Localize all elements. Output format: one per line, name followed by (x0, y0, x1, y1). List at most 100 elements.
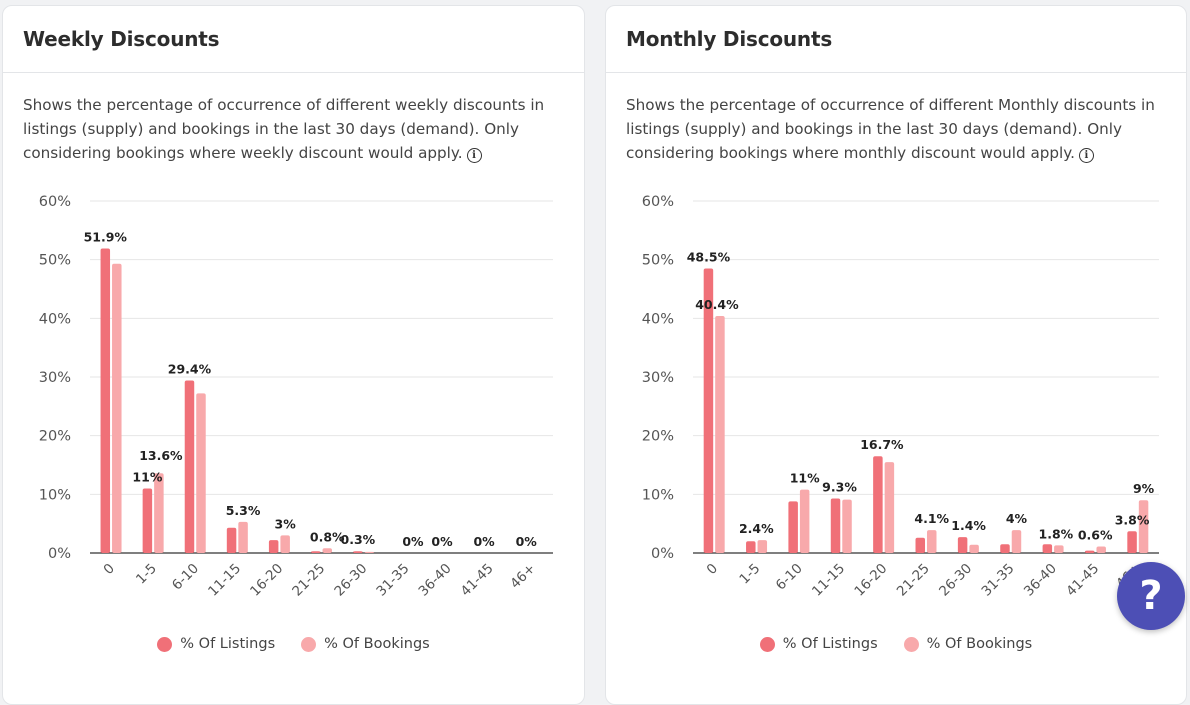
data-label: 51.9% (84, 230, 128, 245)
data-label: 4.1% (914, 511, 949, 526)
bar-listings[interactable] (788, 501, 798, 553)
bar-listings[interactable] (1127, 531, 1137, 553)
x-tick-label: 1-5 (133, 561, 160, 588)
bar-listings[interactable] (830, 498, 841, 553)
x-tick-label: 36-40 (1021, 561, 1060, 600)
bar-bookings[interactable] (884, 462, 895, 553)
bar-listings[interactable] (915, 537, 926, 553)
bar-listings[interactable] (746, 541, 756, 553)
bar-bookings[interactable] (280, 535, 290, 553)
weekly-title: Weekly Discounts (23, 27, 220, 51)
help-button[interactable]: ? (1117, 562, 1185, 630)
bar-bookings[interactable] (154, 473, 164, 553)
x-tick-label: 26-30 (936, 561, 975, 600)
bar-listings[interactable] (1000, 544, 1010, 553)
legend-label-listings: % Of Listings (180, 636, 276, 652)
data-label: 13.6% (139, 448, 183, 463)
bar-listings[interactable] (311, 551, 321, 553)
monthly-card-header: Monthly Discounts (606, 6, 1186, 73)
weekly-legend: % Of Listings % Of Bookings (3, 636, 584, 652)
y-tick-label: 30% (642, 370, 674, 386)
bar-bookings[interactable] (715, 315, 725, 553)
monthly-bar-chart: 0% 10% 20% 30% 40% 50% 60% 0 1-5 6-10 11-15 16-20 21… (642, 194, 1159, 600)
x-tick-label: 0 (704, 561, 721, 578)
x-tick-label: 16-20 (247, 561, 286, 600)
bar-listings[interactable] (100, 248, 111, 553)
weekly-discounts-card: Weekly Discounts Shows the percentage of… (2, 5, 585, 705)
x-tick-label: 31-35 (373, 561, 412, 600)
data-label: 11% (790, 471, 820, 486)
y-tick-label: 40% (642, 311, 674, 327)
data-label: 29.4% (168, 362, 212, 377)
data-label: 16.7% (860, 437, 904, 452)
data-label: 11% (132, 469, 162, 484)
data-label: 48.5% (687, 249, 731, 264)
x-tick-label: 36-40 (416, 561, 455, 600)
legend-label-listings: % Of Listings (782, 636, 878, 652)
monthly-title: Monthly Discounts (626, 27, 833, 51)
data-label: 0.8% (310, 529, 345, 544)
data-label: 3.8% (1115, 512, 1150, 527)
info-icon[interactable]: i (1078, 148, 1094, 163)
data-label: 5.3% (226, 503, 261, 518)
x-tick-label: 6-10 (773, 561, 806, 594)
bar-bookings[interactable] (364, 551, 375, 553)
data-label: 9.3% (822, 479, 857, 494)
weekly-description-block: Shows the percentage of occurrence of di… (23, 93, 568, 165)
bar-bookings[interactable] (112, 263, 122, 553)
bar-bookings[interactable] (196, 393, 206, 553)
x-tick-label: 11-15 (809, 561, 848, 600)
bar-listings[interactable] (957, 537, 968, 553)
data-label: 0.3% (341, 532, 376, 547)
bar-bookings[interactable] (927, 530, 937, 553)
legend-swatch-listings (759, 636, 775, 652)
data-label: 0% (431, 534, 453, 549)
legend-label-bookings: % Of Bookings (324, 636, 430, 652)
bar-bookings[interactable] (322, 548, 333, 553)
legend-item-bookings[interactable]: % Of Bookings (903, 636, 1033, 652)
bar-listings[interactable] (226, 527, 237, 553)
y-tick-label: 60% (39, 194, 71, 210)
bar-listings[interactable] (142, 488, 153, 553)
legend-item-listings[interactable]: % Of Listings (157, 636, 275, 652)
bar-listings[interactable] (1084, 550, 1095, 553)
bar-listings[interactable] (873, 456, 883, 553)
bar-bookings[interactable] (1011, 530, 1022, 553)
y-tick-label: 20% (642, 429, 674, 445)
x-tick-label: 31-35 (978, 561, 1017, 600)
bar-bookings[interactable] (1054, 545, 1064, 553)
weekly-card-header: Weekly Discounts (3, 6, 584, 73)
question-mark-icon: ? (1139, 573, 1163, 619)
y-tick-label: 10% (642, 487, 674, 503)
x-tick-label: 41-45 (458, 561, 497, 600)
legend-swatch-bookings (903, 636, 919, 652)
y-tick-label: 30% (39, 370, 71, 386)
bar-listings[interactable] (703, 268, 714, 553)
bar-bookings[interactable] (842, 499, 852, 553)
bar-bookings[interactable] (969, 544, 979, 553)
x-tick-label: 6-10 (169, 561, 202, 594)
legend-item-listings[interactable]: % Of Listings (759, 636, 878, 652)
bar-listings[interactable] (268, 540, 279, 553)
monthly-description: Shows the percentage of occurrence of di… (626, 96, 1155, 162)
y-tick-label: 10% (39, 487, 71, 503)
y-tick-label: 0% (651, 546, 674, 562)
bar-listings[interactable] (184, 380, 195, 553)
info-icon[interactable]: i (466, 148, 482, 163)
bar-bookings[interactable] (1138, 500, 1149, 553)
weekly-bar-chart: 0% 10% 20% 30% 40% 50% 60% 0 1-5 6-10 11-15 16-20 21… (39, 194, 553, 600)
x-tick-label: 1-5 (736, 561, 763, 588)
bar-bookings[interactable] (757, 540, 768, 553)
x-tick-label: 46+ (507, 561, 538, 592)
x-tick-label: 21-25 (894, 561, 933, 600)
y-tick-label: 50% (39, 253, 71, 269)
bar-bookings[interactable] (238, 521, 248, 553)
y-tick-label: 40% (39, 311, 71, 327)
legend-label-bookings: % Of Bookings (926, 636, 1033, 652)
legend-item-bookings[interactable]: % Of Bookings (301, 636, 430, 652)
bar-bookings[interactable] (1096, 546, 1106, 553)
bar-listings[interactable] (353, 551, 363, 553)
bar-bookings[interactable] (799, 489, 810, 553)
bar-listings[interactable] (1042, 544, 1053, 553)
data-label: 0% (473, 534, 495, 549)
